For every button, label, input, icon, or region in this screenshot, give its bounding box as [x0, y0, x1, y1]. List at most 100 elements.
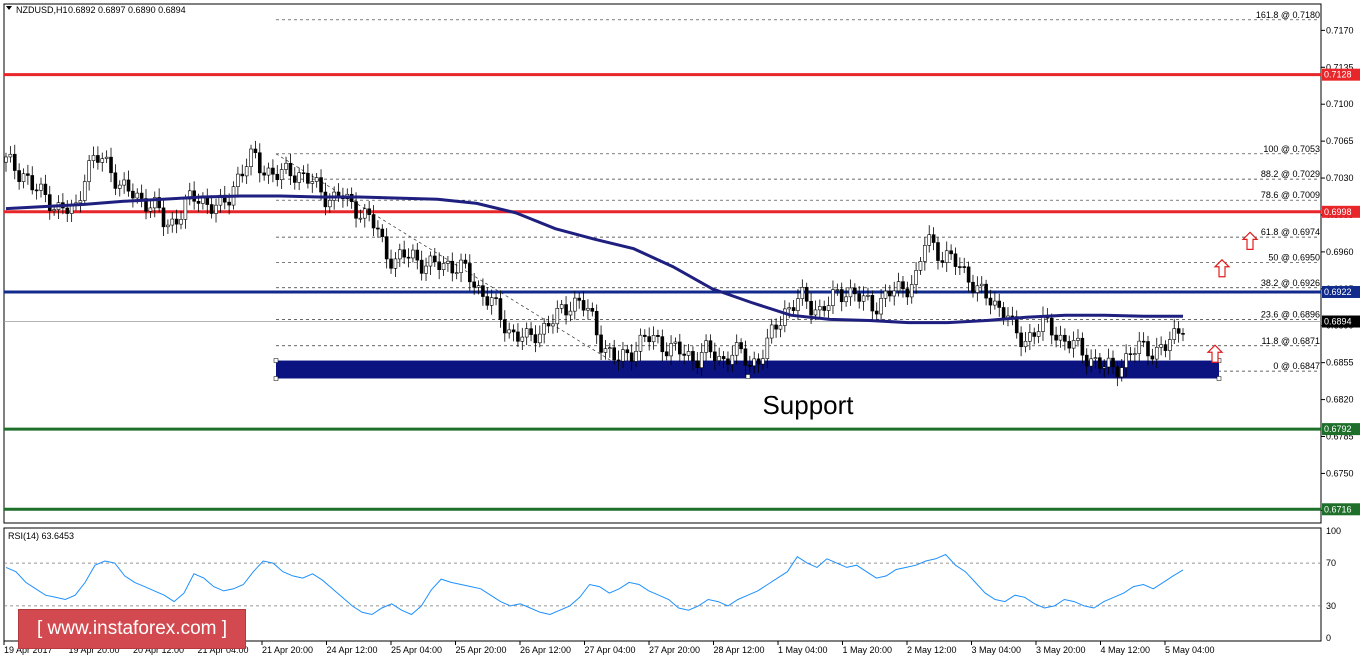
candle-body [883, 290, 888, 299]
candle-body [673, 341, 678, 344]
time-tick-label: 24 Apr 12:00 [327, 645, 378, 655]
candle-body [1054, 334, 1058, 341]
level-tag [1322, 285, 1360, 298]
candle-body [1111, 357, 1115, 368]
candle-body [1168, 339, 1172, 351]
candle-body [896, 281, 901, 292]
time-tick-label: 27 Apr 20:00 [649, 645, 700, 655]
candle-body [726, 358, 730, 365]
candle-body [1141, 340, 1146, 343]
candle-body [1076, 337, 1080, 341]
candle-body [761, 358, 765, 365]
candle-body [831, 289, 835, 306]
candle-body [78, 200, 83, 204]
candle-body [393, 258, 398, 269]
time-tick-label: 1 May 04:00 [778, 645, 828, 655]
time-tick-label: 25 Apr 20:00 [456, 645, 507, 655]
candle-body [262, 172, 266, 176]
candle-body [975, 285, 980, 293]
candle-body [752, 358, 757, 367]
candle-body [279, 169, 284, 180]
candle-body [503, 319, 507, 334]
candle-body [686, 351, 691, 356]
current-price-label: 0.6894 [1324, 317, 1352, 327]
time-tick-label: 19 Apr 20:00 [69, 645, 120, 655]
rsi-tick-label: 70 [1326, 558, 1336, 568]
candle-body [43, 183, 48, 195]
candle-body [822, 306, 827, 311]
candle-body [682, 353, 686, 356]
candle-body [152, 197, 157, 209]
candle-body [1067, 341, 1072, 349]
candle-body [861, 295, 866, 302]
candle-body [783, 308, 787, 326]
candle-body [511, 329, 516, 333]
fib-label: 50 @ 0.6950 [1268, 252, 1320, 262]
candle-body [581, 300, 586, 311]
time-axis: 19 Apr 2017 19 Apr 20:00 20 Apr 12:00 21 Ap… [3, 641, 1215, 655]
candle-body [621, 349, 625, 362]
candle-body [949, 250, 953, 255]
rsi-tick-label: 100 [1326, 526, 1341, 536]
candle-body [603, 348, 608, 353]
candle-body [144, 198, 148, 212]
candle-body [918, 261, 923, 271]
candle-body [1071, 340, 1076, 349]
candle-body [161, 207, 166, 228]
candle-body [384, 236, 389, 260]
candle-body [148, 207, 153, 212]
price-tick-label: 0.7065 [1326, 136, 1354, 146]
candle-body [446, 260, 450, 264]
candle-body [1080, 337, 1085, 356]
candle-body [931, 234, 936, 243]
candle-body [17, 170, 21, 182]
candle-body [135, 192, 140, 199]
candle-body [993, 300, 997, 306]
candle-body [472, 281, 476, 288]
candle-body [1124, 353, 1128, 368]
candle-body [380, 228, 385, 237]
dropdown-icon[interactable] [6, 6, 12, 10]
candle-body [271, 167, 275, 175]
candle-body [1181, 333, 1185, 335]
time-tick-label: 3 May 04:00 [972, 645, 1022, 655]
candle-body [888, 290, 892, 297]
level-tag-label: 0.6716 [1324, 504, 1352, 514]
candle-body [301, 172, 306, 175]
candle-body [599, 334, 603, 353]
price-tags: 0.7128 0.6998 0.6922 0.6792 0.6716 0.6894 [1322, 68, 1360, 516]
candle-body [358, 217, 363, 220]
candle-body [467, 263, 472, 283]
candle-body [485, 296, 490, 306]
candle-body [82, 181, 87, 201]
candle-body [590, 308, 595, 312]
candle-body [927, 234, 932, 246]
candle-body [214, 204, 218, 214]
candle-body [826, 305, 831, 311]
candle-body [117, 184, 122, 189]
candle-body [113, 172, 118, 189]
candle-body [275, 173, 280, 180]
candle-body [546, 323, 551, 327]
level-tag-label: 0.7128 [1324, 70, 1352, 80]
candle-body [174, 218, 179, 225]
candle-body [1128, 353, 1133, 355]
candle-body [100, 158, 105, 163]
fib-label: 61.8 @ 0.6974 [1261, 227, 1320, 237]
candle-body [209, 204, 214, 214]
candle-body [21, 173, 26, 182]
candle-body [538, 333, 542, 344]
candle-body [297, 172, 301, 183]
support-handle [745, 374, 751, 379]
candle-body [966, 266, 971, 283]
candle-body [1146, 341, 1150, 357]
candle-body [1098, 357, 1102, 369]
candle-body [643, 334, 647, 337]
candle-body [664, 351, 669, 357]
candle-body [257, 152, 262, 174]
candle-body [34, 189, 39, 192]
candle-body [424, 265, 428, 274]
candle-body [813, 309, 818, 316]
candle-body [984, 283, 988, 299]
